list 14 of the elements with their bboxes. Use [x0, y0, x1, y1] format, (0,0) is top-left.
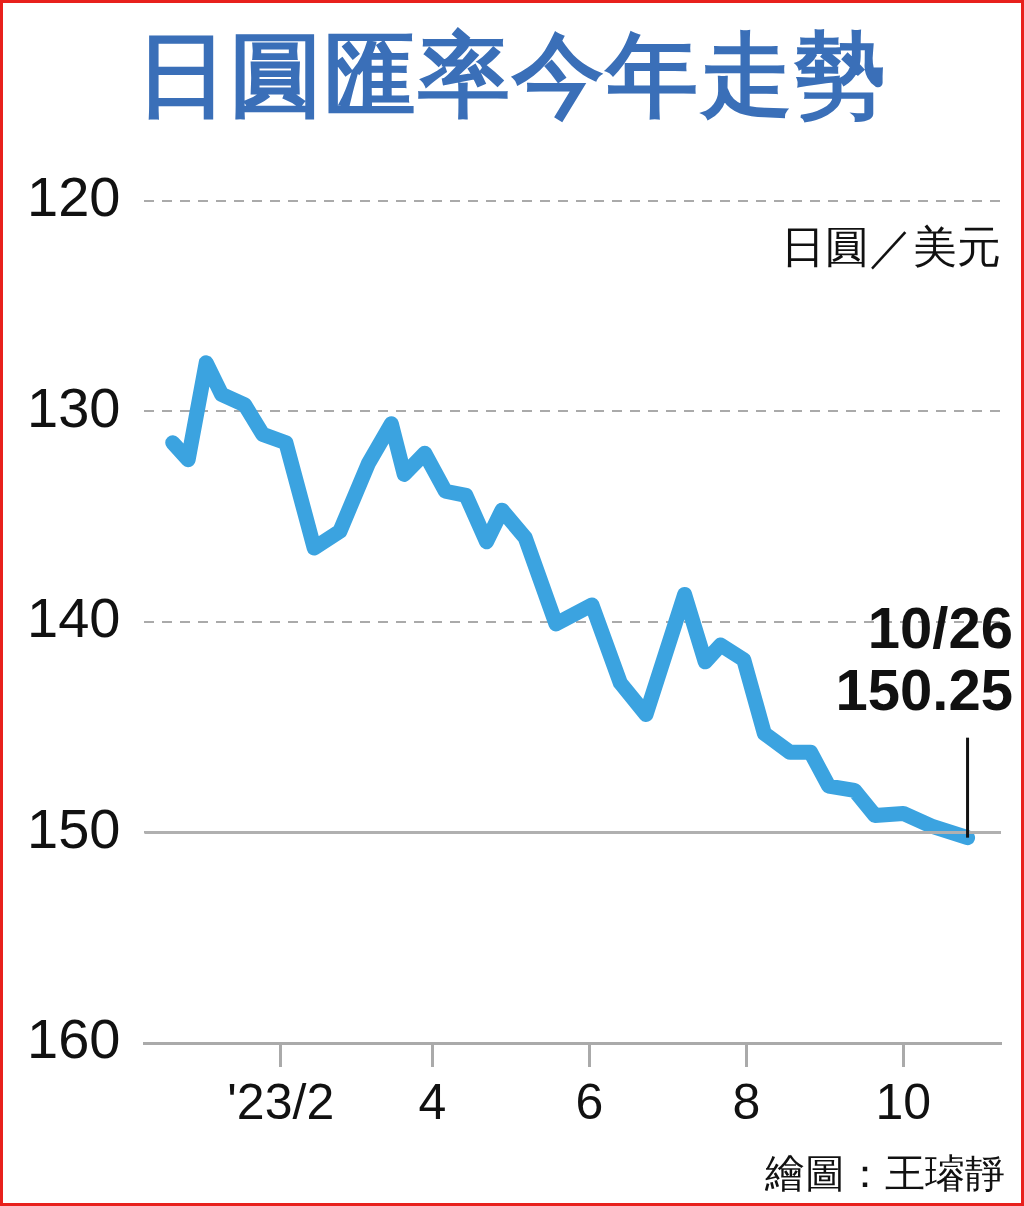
- x-tick-label: 10: [875, 1073, 932, 1130]
- x-tick-label: 8: [732, 1073, 761, 1130]
- y-tick-label: 150: [27, 796, 121, 860]
- y-tick-label: 120: [27, 165, 121, 229]
- y-tick-label: 140: [27, 586, 121, 650]
- y-tick-label: 160: [27, 1007, 121, 1071]
- chart-title: 日圓匯率今年走勢: [135, 21, 889, 131]
- x-tick-label: 4: [418, 1073, 447, 1130]
- text: 繪圖：王璿靜: [764, 1150, 1005, 1197]
- y-axis-title: 日圓／美元: [781, 221, 1001, 273]
- y-tick-label: 130: [27, 375, 121, 439]
- annotation: 10/26 150.25: [835, 594, 1013, 722]
- x-tick-label: '23/2: [227, 1073, 335, 1130]
- x-tick-label: 6: [575, 1073, 604, 1130]
